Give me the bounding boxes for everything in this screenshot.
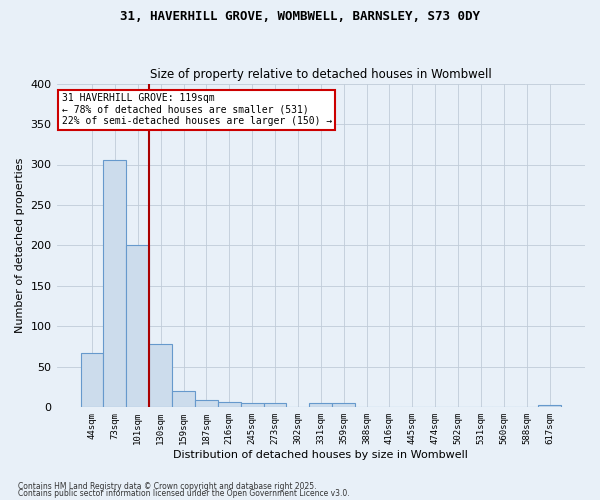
Bar <box>103 160 127 408</box>
Text: 31 HAVERHILL GROVE: 119sqm
← 78% of detached houses are smaller (531)
22% of sem: 31 HAVERHILL GROVE: 119sqm ← 78% of deta… <box>62 94 332 126</box>
Bar <box>310 404 332 407</box>
Bar <box>195 400 218 407</box>
Bar <box>80 353 103 408</box>
Bar <box>172 391 195 407</box>
Text: Contains public sector information licensed under the Open Government Licence v3: Contains public sector information licen… <box>18 489 350 498</box>
Y-axis label: Number of detached properties: Number of detached properties <box>15 158 25 333</box>
X-axis label: Distribution of detached houses by size in Wombwell: Distribution of detached houses by size … <box>173 450 468 460</box>
Bar <box>149 344 172 408</box>
Text: Contains HM Land Registry data © Crown copyright and database right 2025.: Contains HM Land Registry data © Crown c… <box>18 482 317 491</box>
Title: Size of property relative to detached houses in Wombwell: Size of property relative to detached ho… <box>150 68 491 81</box>
Bar <box>332 404 355 407</box>
Bar <box>538 405 561 407</box>
Bar <box>241 404 263 407</box>
Bar <box>218 402 241 407</box>
Bar <box>127 246 149 408</box>
Text: 31, HAVERHILL GROVE, WOMBWELL, BARNSLEY, S73 0DY: 31, HAVERHILL GROVE, WOMBWELL, BARNSLEY,… <box>120 10 480 23</box>
Bar <box>263 404 286 407</box>
